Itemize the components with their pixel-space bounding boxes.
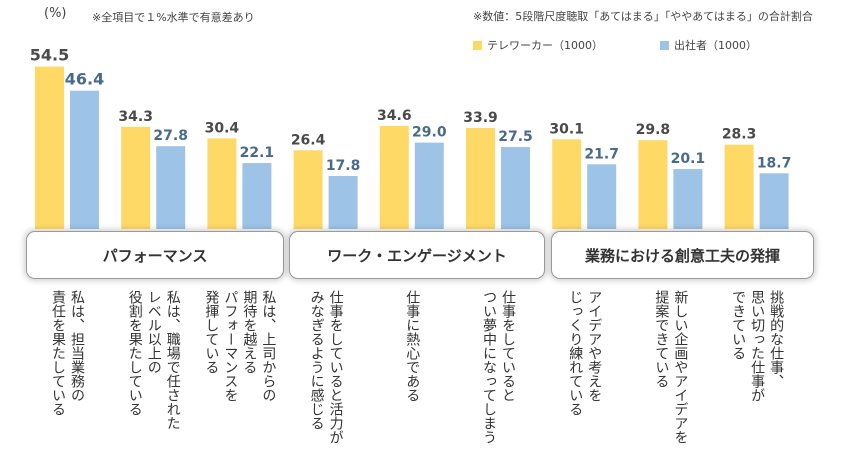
value-label-telework-2: 34.3 [118, 109, 153, 125]
value-label-telework-3: 30.4 [205, 120, 240, 136]
value-label-telework-7: 30.1 [549, 121, 584, 137]
group-label-engagement: ワーク・エンゲージメント [289, 231, 545, 279]
value-label-telework-6: 33.9 [463, 110, 498, 126]
value-label-telework-9: 28.3 [722, 127, 757, 143]
bar-telework-4 [293, 150, 323, 229]
value-label-office-8: 20.1 [671, 151, 706, 167]
y-unit-label: (%) [44, 6, 67, 21]
category-label-9: 挑戦的な仕事、 思い切った仕事が できている [730, 290, 785, 402]
category-label-6: 仕事をしていると つい夢中になってしまう [481, 290, 516, 444]
legend-label-office: 出社者（1000） [674, 39, 757, 52]
bar-office-5 [414, 142, 444, 229]
category-label-7: アイデアや考えを じっくり練れている [567, 290, 603, 416]
group-label-performance: パフォーマンス [26, 231, 284, 279]
value-label-office-6: 27.5 [498, 129, 533, 145]
category-label-5: 仕事に熱心である [404, 290, 421, 402]
group-label-creativity: 業務における創意工夫の発揮 [551, 231, 814, 279]
value-label-telework-5: 34.6 [377, 108, 412, 124]
legend-item-telework: テレワーカー（1000） [473, 37, 603, 53]
bar-telework-1 [35, 66, 64, 229]
bar-telework-2 [121, 126, 151, 229]
value-label-telework-8: 29.8 [636, 122, 671, 138]
category-label-1: 私は、担当業務の 責任を果たしている [50, 290, 85, 416]
bar-telework-7 [552, 139, 582, 229]
value-label-office-2: 27.8 [153, 128, 188, 144]
legend-label-telework: テレワーカー（1000） [487, 39, 603, 52]
value-label-office-3: 22.1 [240, 145, 275, 161]
bar-office-8 [673, 169, 703, 229]
bar-office-2 [156, 146, 186, 229]
bar-telework-3 [207, 138, 237, 229]
bar-office-6 [501, 147, 530, 230]
bar-office-7 [587, 164, 617, 229]
legend-swatch-office [660, 40, 669, 50]
bar-office-4 [328, 176, 358, 229]
value-label-office-9: 18.7 [757, 155, 792, 171]
bar-office-9 [759, 173, 789, 229]
bar-telework-6 [466, 128, 495, 229]
value-label-office-4: 17.8 [326, 158, 361, 174]
bar-telework-9 [724, 144, 754, 229]
values-note: ※数値：5段階尺度聴取「あてはまる」「ややあてはまる」の合計割合 [473, 10, 813, 23]
value-label-telework-1: 54.5 [30, 46, 69, 65]
category-label-3: 私は、上司からの 期待を越える パフォーマンスを 発揮している [203, 290, 277, 402]
bar-telework-5 [379, 125, 409, 229]
bar-office-1 [70, 90, 99, 229]
value-label-office-5: 29.0 [412, 125, 447, 141]
legend-swatch-telework [473, 40, 482, 50]
value-label-telework-4: 26.4 [291, 132, 326, 148]
bar-office-3 [242, 163, 272, 229]
value-label-office-1: 46.4 [65, 70, 104, 89]
bar-telework-8 [638, 140, 668, 229]
category-label-8: 新しい企画やアイデアを 提案できている [653, 290, 689, 444]
category-label-2: 私は、職場で任された レベル以上の 役割を果たしている [126, 290, 181, 430]
category-label-4: 仕事をしていると活力が みなぎるように感じる [308, 290, 344, 444]
legend-item-office: 出社者（1000） [660, 37, 757, 53]
significance-note: ※全項目で１%水準で有意差あり [92, 11, 255, 24]
value-label-office-7: 21.7 [584, 146, 619, 162]
